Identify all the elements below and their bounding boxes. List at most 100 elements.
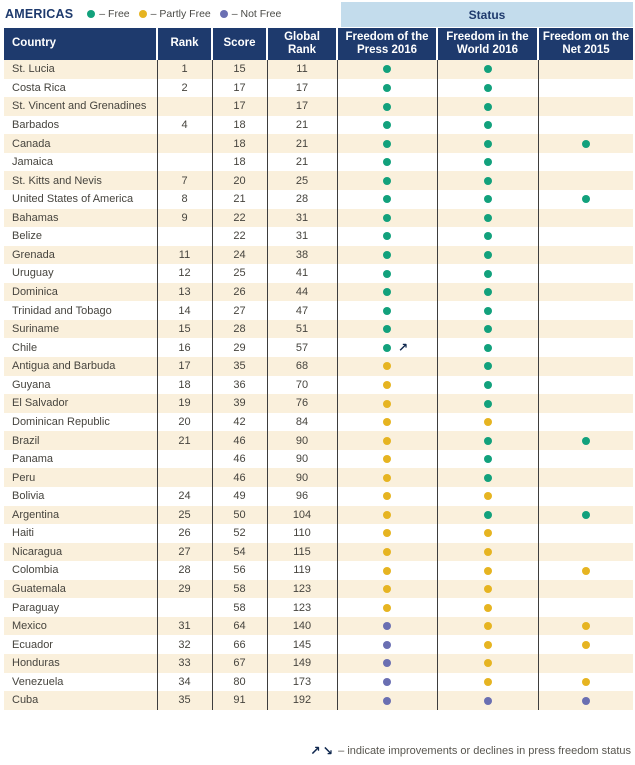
table-row: Honduras 33 67 149 (4, 654, 633, 673)
net-status-cell (537, 357, 633, 376)
score-cell: 58 (211, 598, 267, 617)
press-not-free-dot-icon (383, 640, 391, 649)
world-free-dot-icon (483, 325, 492, 334)
net-status-cell (537, 319, 633, 339)
world-free-dot-icon (483, 380, 492, 389)
score-cell: 20 (211, 171, 267, 190)
table-row: Chile 16 29 57 ↗ (4, 338, 633, 357)
table-row: St. Lucia 1 15 11 (4, 60, 633, 79)
not-free-dot-icon (219, 10, 228, 18)
press-status-cell (336, 171, 437, 190)
score-cell: 29 (211, 338, 267, 357)
world-free-dot-icon (483, 510, 492, 519)
table-row: Antigua and Barbuda 17 35 68 (4, 357, 633, 376)
net-status-cell (537, 486, 633, 506)
score-cell: 80 (211, 672, 267, 692)
score-cell: 64 (211, 616, 267, 636)
rank-cell: 32 (156, 635, 212, 654)
legend-items: – Free – Partly Free – Not Free (87, 8, 290, 20)
region-title: AMERICAS (5, 7, 74, 21)
free-dot-icon (87, 10, 96, 18)
net-status-cell (537, 579, 633, 599)
press-status-cell (336, 301, 437, 320)
score-cell: 52 (211, 524, 267, 543)
net-status-cell (537, 616, 633, 636)
country-cell: Peru (12, 471, 36, 484)
press-free-dot-icon (383, 139, 391, 148)
world-status-cell (436, 319, 538, 339)
table-row: St. Kitts and Nevis 7 20 25 (4, 171, 633, 190)
net-status-cell (537, 227, 633, 246)
score-cell: 22 (211, 208, 267, 228)
world-free-dot-icon (483, 399, 492, 408)
col-header-score: Score (211, 28, 267, 60)
global-rank-cell: 104 (266, 505, 337, 525)
global-rank-cell: 17 (266, 78, 337, 98)
press-status-cell (336, 152, 437, 172)
table-row: El Salvador 19 39 76 (4, 394, 633, 413)
score-cell: 26 (211, 282, 267, 302)
score-cell: 46 (211, 431, 267, 450)
press-free-dot-icon (383, 158, 391, 167)
global-rank-cell: 149 (266, 654, 337, 673)
rank-cell (156, 468, 212, 487)
press-status-cell (336, 375, 437, 395)
global-rank-cell: 192 (266, 691, 337, 710)
press-status-cell (336, 598, 437, 617)
press-partly-free-dot-icon (383, 436, 391, 445)
press-status-cell (336, 635, 437, 654)
world-partly-free-dot-icon (483, 640, 492, 649)
rank-cell: 16 (156, 338, 212, 357)
press-partly-free-dot-icon (383, 380, 391, 389)
world-status-cell (436, 486, 538, 506)
net-status-cell (537, 561, 633, 580)
world-status-cell (436, 616, 538, 636)
score-cell: 42 (211, 412, 267, 432)
net-status-cell (537, 635, 633, 654)
country-cell: Ecuador (12, 638, 53, 651)
table-row: Canada 18 21 (4, 134, 633, 153)
world-partly-free-dot-icon (483, 677, 492, 686)
world-free-dot-icon (483, 436, 492, 445)
global-rank-cell: 28 (266, 189, 337, 209)
net-status-cell (537, 598, 633, 617)
table-row: Venezuela 34 80 173 (4, 672, 633, 692)
press-status-cell: ↗ (336, 338, 437, 357)
press-status-cell (336, 412, 437, 432)
global-rank-cell: 31 (266, 227, 337, 246)
country-cell: Honduras (12, 657, 60, 670)
table-row: Jamaica 18 21 (4, 152, 633, 172)
country-cell: Cuba (12, 694, 39, 707)
legend-label: – Partly Free (150, 8, 211, 20)
press-not-free-dot-icon (383, 622, 391, 631)
global-rank-cell: 110 (266, 524, 337, 543)
press-status-cell (336, 561, 437, 580)
rank-cell: 21 (156, 431, 212, 450)
score-cell: 39 (211, 394, 267, 413)
table-row: Trinidad and Tobago 14 27 47 (4, 301, 633, 320)
press-free-dot-icon (383, 269, 391, 278)
net-status-cell (537, 134, 633, 153)
global-rank-cell: 68 (266, 357, 337, 376)
country-cell: Trinidad and Tobago (12, 304, 112, 317)
score-cell: 91 (211, 691, 267, 710)
world-free-dot-icon (483, 455, 492, 464)
global-rank-cell: 145 (266, 635, 337, 654)
world-status-cell (436, 561, 538, 580)
global-rank-cell: 173 (266, 672, 337, 692)
world-status-cell (436, 505, 538, 525)
decline-arrow-icon: ↘ (322, 744, 334, 758)
press-not-free-dot-icon (383, 659, 391, 668)
net-partly-free-dot-icon (581, 677, 590, 686)
global-rank-cell: 96 (266, 486, 337, 506)
world-free-dot-icon (483, 158, 492, 167)
global-rank-cell: 90 (266, 431, 337, 450)
net-status-cell (537, 171, 633, 190)
world-status-cell (436, 579, 538, 599)
global-rank-cell: 21 (266, 115, 337, 135)
country-cell: Panama (12, 453, 53, 466)
rank-cell: 11 (156, 245, 212, 265)
press-status-cell (336, 654, 437, 673)
rank-cell: 20 (156, 412, 212, 432)
country-cell: St. Lucia (12, 63, 55, 76)
